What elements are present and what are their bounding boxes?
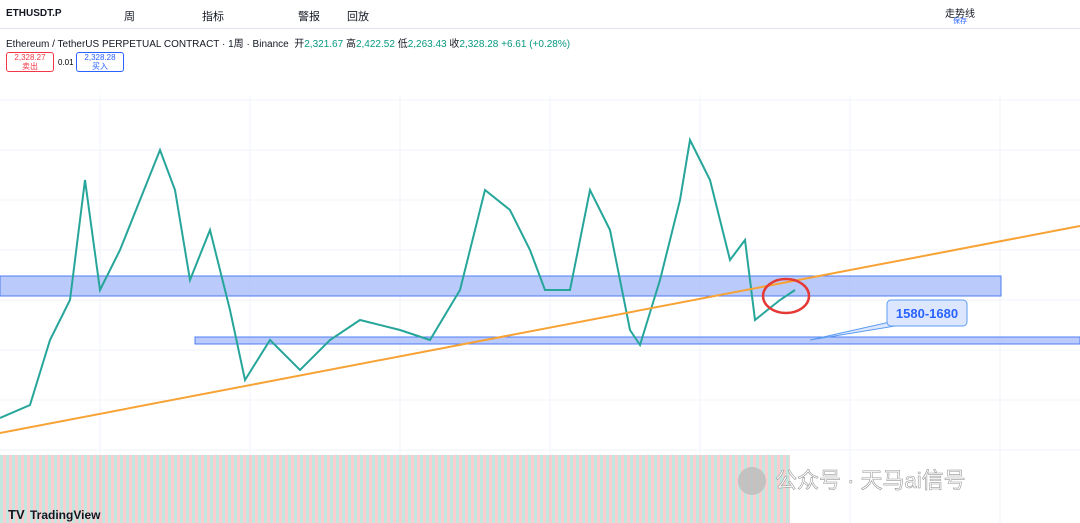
alert[interactable]: 警报: [298, 11, 320, 23]
spread: 0.01: [58, 58, 74, 67]
high-label: 高: [345, 39, 356, 50]
buy-price: 2,328.28: [84, 53, 116, 62]
toolbar: ETHUSDT.P 周 指标 警报 回放 走势线 保存: [0, 0, 1080, 29]
layout-name[interactable]: 走势线: [945, 9, 975, 20]
watermark-icon: [738, 467, 766, 495]
watermark: 公众号 · 天马ai信号: [775, 468, 966, 493]
legend-title: Ethereum / TetherUS PERPETUAL CONTRACT ·…: [6, 39, 289, 50]
replay[interactable]: 回放: [347, 11, 369, 23]
callout-pointer: [809, 321, 896, 341]
open: 2,321.67: [304, 39, 344, 50]
low-label: 低: [397, 39, 408, 50]
volume-area: [0, 455, 790, 523]
legend: Ethereum / TetherUS PERPETUAL CONTRACT ·…: [6, 35, 570, 50]
buy-button[interactable]: 2,328.28 买入: [76, 52, 124, 72]
close: 2,328.28: [459, 39, 499, 50]
save[interactable]: 保存: [953, 18, 967, 25]
low: 2,263.43: [407, 39, 447, 50]
high: 2,422.52: [355, 39, 395, 50]
brand: TradingView: [30, 508, 101, 522]
symbol[interactable]: ETHUSDT.P: [6, 8, 62, 19]
callout-label: 1580-1680: [896, 306, 958, 321]
indicators[interactable]: 指标: [202, 11, 224, 23]
sell-button[interactable]: 2,328.27 卖出: [6, 52, 54, 72]
highlight-circle: [761, 277, 811, 315]
resistance-zone: [0, 275, 1002, 297]
sell-price: 2,328.27: [14, 53, 46, 62]
interval[interactable]: 周: [124, 11, 135, 23]
price-line: [0, 136, 796, 419]
trend-line: [0, 225, 1080, 434]
buy-label: 买入: [92, 62, 108, 71]
sell-label: 卖出: [22, 62, 38, 71]
close-label: 收: [449, 39, 460, 50]
callout-box: [886, 299, 968, 327]
brand-logo: TV: [8, 507, 25, 522]
change: +6.61 (+0.28%): [501, 39, 571, 50]
grid: [0, 95, 1080, 523]
open-label: 开: [294, 39, 305, 50]
